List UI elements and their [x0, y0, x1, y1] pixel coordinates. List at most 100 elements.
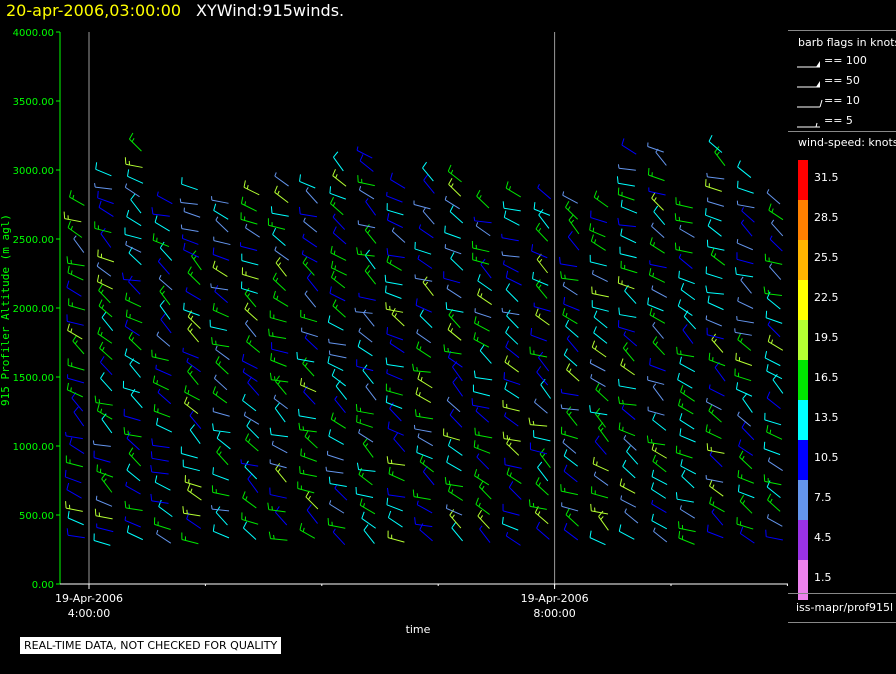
x-tick-label-time: 8:00:00 — [533, 607, 575, 620]
wind-barb — [676, 346, 695, 358]
wind-barb — [706, 327, 724, 340]
wind-barb — [212, 423, 231, 434]
wind-barb — [535, 308, 550, 326]
wind-barb — [242, 491, 257, 509]
wind-barb — [533, 430, 551, 442]
wind-barb — [451, 521, 463, 542]
wind-barb — [98, 284, 111, 304]
wind-barb — [329, 286, 346, 302]
wind-barb — [306, 504, 318, 524]
wind-barb — [416, 500, 433, 514]
wind-barb — [66, 482, 82, 499]
wind-barb — [598, 422, 609, 443]
wind-barb — [737, 484, 755, 499]
speed-legend-swatch — [798, 560, 808, 600]
wind-barb — [158, 499, 173, 518]
wind-barb — [245, 320, 257, 338]
wind-barb — [591, 486, 609, 499]
wind-barb — [734, 267, 754, 278]
wind-barb — [180, 446, 198, 459]
wind-barb — [709, 496, 725, 513]
wind-barb — [364, 249, 376, 270]
wind-barb — [415, 298, 432, 313]
wind-barb — [624, 508, 639, 524]
wind-barb — [444, 244, 462, 255]
wind-barb — [67, 358, 85, 371]
wind-barb — [240, 242, 258, 251]
wind-barb — [328, 429, 344, 445]
wind-barb — [647, 167, 665, 182]
wind-barb — [617, 187, 635, 201]
wind-barb — [589, 405, 608, 416]
wind-barb — [123, 427, 142, 438]
wind-barb — [94, 395, 113, 406]
wind-barb — [423, 174, 435, 194]
wind-barb — [332, 226, 347, 245]
wind-barb — [331, 368, 346, 387]
speed-legend-label: 7.5 — [814, 491, 832, 504]
wind-barb — [385, 357, 404, 368]
wind-barb — [299, 466, 317, 477]
wind-barb — [152, 375, 169, 391]
wind-barb — [565, 200, 578, 220]
wind-barb — [212, 260, 228, 277]
wind-barb — [66, 528, 85, 539]
wind-barb — [300, 377, 317, 393]
barb-legend-title: barb flags in knots — [798, 36, 896, 49]
wind-barb — [741, 207, 755, 223]
wind-barb — [419, 309, 433, 329]
wind-barb — [736, 239, 754, 251]
wind-barb — [66, 382, 83, 398]
wind-barb — [535, 477, 549, 496]
wind-barb — [651, 222, 665, 239]
wind-barb — [589, 254, 607, 267]
wind-barb — [130, 388, 143, 409]
wind-barb — [766, 391, 781, 409]
wind-barb — [412, 363, 431, 373]
wind-barb — [327, 356, 344, 372]
wind-barb — [215, 216, 229, 233]
wind-barb — [124, 500, 143, 511]
wind-barb — [502, 400, 520, 412]
wind-barb — [96, 262, 112, 277]
wind-barb — [267, 502, 286, 513]
wind-barb — [655, 148, 667, 166]
wind-barb — [240, 196, 257, 212]
wind-barb — [708, 384, 725, 397]
wind-barb — [268, 531, 288, 541]
wind-barb — [241, 353, 258, 370]
wind-barb — [566, 363, 580, 382]
speed-legend-swatch — [798, 440, 808, 480]
wind-barb — [538, 209, 550, 229]
wind-barb — [706, 239, 725, 251]
wind-barb — [354, 307, 373, 314]
speed-legend-swatch — [798, 360, 808, 400]
wind-barb — [675, 492, 694, 503]
wind-barb — [707, 295, 724, 311]
grid-lines — [88, 32, 556, 584]
wind-barb — [93, 533, 111, 546]
wind-barb — [300, 448, 317, 462]
wind-barb — [333, 151, 344, 172]
wind-barb — [737, 333, 752, 351]
wind-barb — [160, 313, 172, 334]
wind-barb — [709, 451, 723, 468]
wind-barb — [159, 241, 173, 261]
wind-barb — [330, 196, 344, 216]
wind-barb — [471, 241, 490, 253]
wind-barb — [477, 509, 490, 529]
wind-barb — [531, 244, 548, 259]
wind-barb — [182, 459, 200, 472]
wind-barb — [66, 256, 85, 267]
wind-barb — [562, 438, 577, 454]
wind-barb — [212, 524, 230, 539]
wind-barb — [766, 291, 781, 310]
wind-barb — [707, 197, 725, 207]
wind-barb — [528, 417, 548, 427]
wind-barb — [355, 486, 374, 498]
wind-barb — [474, 308, 492, 319]
wind-barb — [67, 220, 83, 238]
wind-barb — [736, 517, 754, 530]
wind-barb — [362, 364, 374, 385]
wind-barb — [535, 222, 549, 242]
